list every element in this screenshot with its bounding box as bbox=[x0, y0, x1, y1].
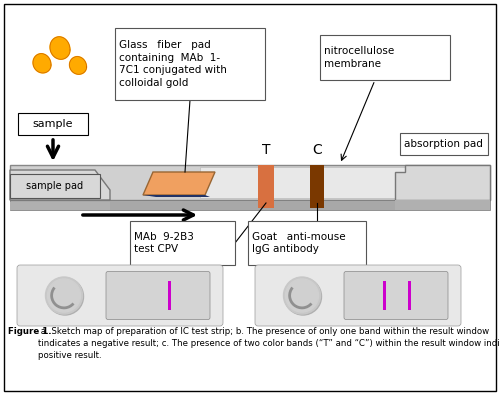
FancyBboxPatch shape bbox=[344, 271, 448, 320]
Bar bbox=[10, 165, 490, 200]
Text: absorption pad: absorption pad bbox=[404, 139, 483, 149]
Circle shape bbox=[284, 277, 321, 314]
Bar bbox=[320, 35, 450, 80]
Text: Glass   fiber   pad
containing  MAb  1-
7C1 conjugated with
colloidal gold: Glass fiber pad containing MAb 1- 7C1 co… bbox=[119, 40, 227, 88]
Text: a. Sketch map of preparation of IC test strip; b. The presence of only one band : a. Sketch map of preparation of IC test … bbox=[38, 327, 500, 359]
Circle shape bbox=[46, 278, 84, 315]
Bar bbox=[258, 165, 274, 208]
Text: Figure 1.: Figure 1. bbox=[8, 327, 52, 336]
Bar bbox=[383, 281, 386, 310]
Bar bbox=[115, 28, 265, 100]
Bar bbox=[10, 200, 490, 210]
Text: sample: sample bbox=[33, 119, 73, 129]
Circle shape bbox=[284, 278, 322, 315]
Polygon shape bbox=[395, 165, 490, 200]
Bar bbox=[400, 133, 488, 155]
Circle shape bbox=[48, 279, 80, 312]
Bar bbox=[248, 221, 366, 265]
Polygon shape bbox=[143, 195, 210, 197]
Bar bbox=[200, 167, 430, 198]
Text: Goat   anti-mouse
IgG antibody: Goat anti-mouse IgG antibody bbox=[252, 231, 346, 254]
Bar bbox=[18, 113, 88, 135]
Bar bbox=[10, 174, 100, 198]
Bar bbox=[130, 221, 235, 265]
Polygon shape bbox=[50, 37, 70, 59]
Bar bbox=[395, 200, 490, 210]
FancyBboxPatch shape bbox=[255, 265, 461, 326]
Polygon shape bbox=[70, 56, 86, 74]
Bar bbox=[408, 281, 411, 310]
Text: nitrocellulose
membrane: nitrocellulose membrane bbox=[324, 46, 394, 69]
FancyBboxPatch shape bbox=[17, 265, 223, 326]
Bar bbox=[168, 281, 171, 310]
FancyBboxPatch shape bbox=[106, 271, 210, 320]
Bar bbox=[310, 165, 324, 208]
Polygon shape bbox=[10, 170, 110, 200]
Text: C: C bbox=[312, 143, 322, 157]
Polygon shape bbox=[33, 54, 51, 73]
Circle shape bbox=[46, 277, 82, 314]
Text: T: T bbox=[262, 143, 270, 157]
Polygon shape bbox=[143, 172, 215, 195]
Bar bbox=[10, 202, 110, 210]
Circle shape bbox=[286, 279, 318, 312]
Text: sample pad: sample pad bbox=[26, 181, 84, 191]
Text: MAb  9-2B3
test CPV: MAb 9-2B3 test CPV bbox=[134, 231, 194, 254]
